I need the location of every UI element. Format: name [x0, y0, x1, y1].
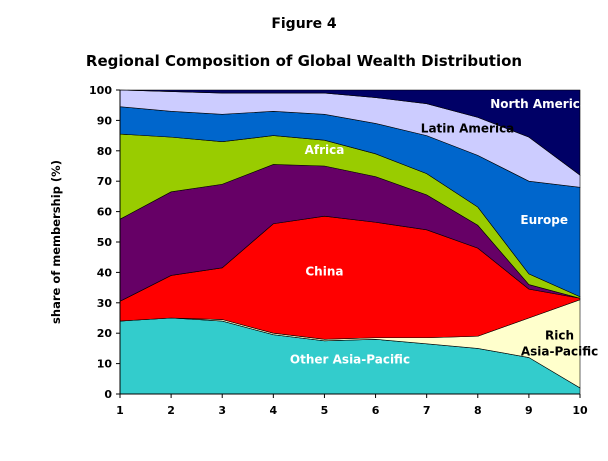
- chart-title: Regional Composition of Global Wealth Di…: [85, 52, 523, 70]
- y-tick-label: 90: [97, 114, 113, 127]
- y-tick-label: 0: [104, 388, 112, 401]
- x-tick-label: 1: [116, 404, 124, 417]
- north-america-area: [119, 89, 581, 176]
- y-tick-label: 50: [97, 236, 113, 249]
- latin-america-label: Latin America: [421, 122, 515, 136]
- africa-label: Africa: [305, 143, 345, 157]
- x-tick-label: 10: [572, 404, 588, 417]
- x-tick-label: 7: [423, 404, 431, 417]
- rich-asia-pacific-label: Rich Asia-Pacific: [521, 328, 598, 358]
- y-tick-label: 30: [97, 297, 113, 310]
- x-tick-label: 3: [218, 404, 226, 417]
- y-axis-label: share of membership (%): [49, 160, 63, 324]
- x-tick-label: 5: [321, 404, 329, 417]
- x-tick-label: 2: [167, 404, 175, 417]
- y-tick-label: 80: [97, 145, 113, 158]
- series-labels: Other Asia-Pacific Rich Asia-Pacific China A…: [290, 97, 598, 366]
- y-tick-label: 10: [97, 358, 113, 371]
- y-tick-label: 20: [97, 327, 113, 340]
- x-tick-label: 9: [525, 404, 533, 417]
- europe-label: Europe: [520, 213, 568, 227]
- axes: 0 10 20 30 40 50 60 70 80 90 100 1 2 3 4 5 6 7 8 9 10: [89, 84, 588, 417]
- x-tick-label: 6: [372, 404, 380, 417]
- y-tick-label: 100: [89, 84, 112, 97]
- north-america-label: North America: [490, 97, 588, 111]
- y-tick-label: 70: [97, 175, 113, 188]
- x-tick-label: 4: [270, 404, 278, 417]
- china-label: China: [305, 264, 343, 278]
- area-layers: [119, 89, 581, 395]
- other-asia-pacific-label: Other Asia-Pacific: [290, 353, 410, 367]
- y-tick-label: 60: [97, 206, 113, 219]
- figure-label: Figure 4: [271, 16, 337, 32]
- x-tick-label: 8: [474, 404, 482, 417]
- y-tick-label: 40: [97, 266, 113, 279]
